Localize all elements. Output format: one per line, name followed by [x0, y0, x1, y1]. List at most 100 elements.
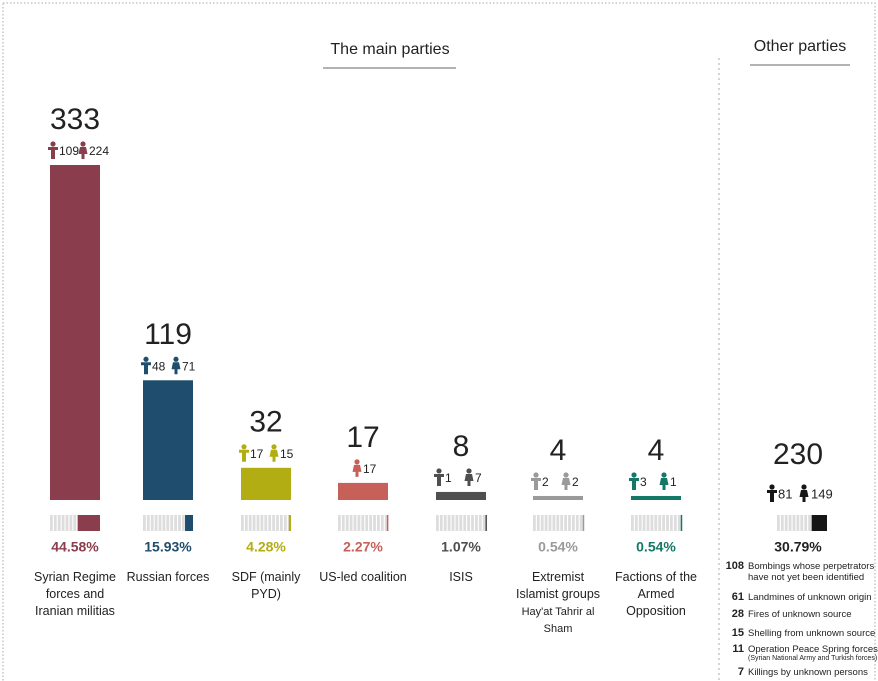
icon-body [561, 477, 571, 490]
total-label: 17 [346, 421, 379, 454]
male-icon [531, 472, 541, 490]
female-icon [561, 472, 571, 490]
male-icon [767, 484, 777, 502]
pct-track [666, 515, 669, 531]
pct-track [57, 515, 61, 531]
item-value: 108 [725, 560, 744, 572]
category-label: Extremist Islamist groups [515, 570, 601, 601]
icon-body [78, 147, 88, 159]
pct-track [478, 515, 482, 531]
pct-bar [185, 515, 193, 531]
female-icon [464, 468, 474, 486]
pct-track [268, 515, 272, 531]
female-count: 7 [475, 471, 482, 485]
female-icon [78, 141, 88, 159]
item-label: Shelling from unknown source [748, 628, 876, 639]
bar [436, 491, 486, 500]
pct-track [646, 515, 650, 531]
icon-body [531, 477, 541, 490]
pct-track [143, 515, 146, 531]
pct-track [804, 515, 808, 531]
pct-track [564, 515, 567, 531]
icon-body [269, 449, 279, 462]
pct-track [166, 515, 170, 531]
total-label: 333 [50, 103, 100, 136]
pct-track [341, 515, 345, 531]
pct-track [654, 515, 658, 531]
pct-track [361, 515, 365, 531]
pct-track [631, 515, 634, 531]
other-total: 230 [773, 438, 823, 471]
pct-track [154, 515, 158, 531]
icon-body [48, 147, 58, 159]
male-count: 109 [59, 144, 79, 158]
icon-head [354, 459, 360, 465]
pct-track [673, 515, 677, 531]
total-label: 119 [144, 318, 192, 351]
item-label: Bombings whose perpetrators have not yet… [748, 561, 875, 583]
pct-track [146, 515, 150, 531]
male-count: 17 [250, 447, 264, 461]
pct-bar [386, 515, 389, 531]
icon-body [352, 464, 362, 477]
pct-label: 0.54% [636, 539, 676, 555]
bar [533, 495, 583, 500]
item-value: 28 [731, 608, 744, 620]
icon-body [767, 490, 777, 502]
item-label: Operation Peace Spring forces [748, 644, 878, 655]
icon-head [436, 468, 442, 474]
category-label: Factions of the Armed Opposition [615, 570, 697, 618]
male-count: 2 [542, 475, 549, 489]
item-value: 61 [731, 591, 744, 603]
pct-track [777, 515, 780, 531]
pct-bar [582, 515, 585, 531]
pct-track [439, 515, 443, 531]
pct-track [533, 515, 536, 531]
pct-track [443, 515, 447, 531]
pct-track [264, 515, 268, 531]
male-icon [48, 141, 58, 159]
pct-track [544, 515, 548, 531]
icon-head [271, 444, 277, 450]
female-count: 149 [811, 486, 833, 501]
pct-track [482, 515, 486, 531]
bar [241, 467, 291, 500]
pct-track [69, 515, 73, 531]
total-label: 4 [648, 434, 665, 467]
total-label: 8 [453, 430, 470, 463]
other-item: 7 Killings by unknown persons [722, 667, 868, 679]
category-label: Russian forces [126, 570, 210, 584]
male-icon [629, 472, 639, 490]
pct-track [178, 515, 181, 531]
pct-label: 44.58% [51, 539, 99, 555]
pct-track [575, 515, 579, 531]
pct-track [373, 515, 376, 531]
icon-head [466, 468, 472, 474]
pct-track [248, 515, 252, 531]
pct-track [642, 515, 646, 531]
pct-track [345, 515, 349, 531]
pct-bar [77, 515, 100, 531]
pct-track [380, 515, 384, 531]
pct-track [451, 515, 455, 531]
pct-track [572, 515, 575, 531]
pct-track [252, 515, 256, 531]
pct-track [568, 515, 571, 531]
pct-track [276, 515, 279, 531]
pct-track [784, 515, 788, 531]
icon-head [241, 444, 247, 450]
pct-track [349, 515, 353, 531]
icon-body [464, 473, 474, 486]
pct-track [796, 515, 800, 531]
female-count: 1 [670, 475, 677, 489]
item-label: Fires of unknown source [748, 609, 852, 620]
other-item: 11 Operation Peace Spring forces (Syrian N… [722, 644, 878, 663]
icon-body [629, 477, 639, 490]
female-icon [269, 444, 279, 462]
icon-body [171, 362, 181, 375]
icon-head [631, 472, 637, 478]
pct-track [579, 515, 583, 531]
